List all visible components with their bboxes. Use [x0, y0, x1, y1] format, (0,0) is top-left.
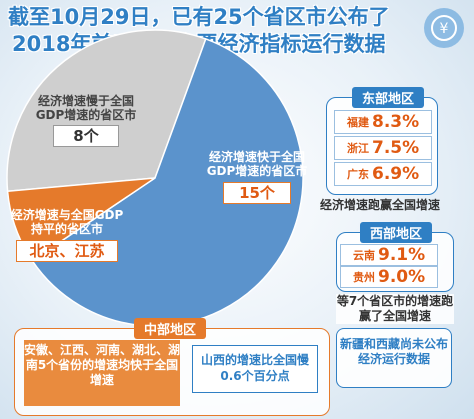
east-tag: 东部地区	[352, 87, 425, 108]
title-line-1: 截至10月29日，已有25个省区市公布了	[8, 5, 390, 29]
slice-label-faster: 经济增速快于全国GDP增速的省区市	[206, 150, 308, 178]
callout-equal: 经济增速与全国GDP持平的省区市 北京、江苏	[8, 208, 126, 262]
callout-faster: 经济增速快于全国GDP增速的省区市 15个	[198, 150, 316, 204]
east-item: 福建 8.3%	[334, 110, 432, 134]
west-item: 云南 9.1%	[340, 244, 438, 266]
svg-text:¥: ¥	[440, 21, 449, 37]
west-tag: 西部地区	[360, 222, 433, 243]
central-slower-note: 山西的增速比全国慢0.6个百分点	[192, 345, 318, 393]
province-value: 6.9%	[372, 164, 420, 184]
province-value: 9.0%	[378, 267, 426, 287]
west-item: 贵州 9.0%	[340, 266, 438, 288]
central-faster-note: 安徽、江西、河南、湖北、湖南5个省份的增速均快于全国增速	[24, 340, 180, 406]
central-tag: 中部地区	[134, 318, 207, 339]
xinjiang-tibet-note: 新疆和西藏尚未公布经济运行数据	[336, 328, 452, 388]
province-value: 8.3%	[372, 112, 420, 132]
slice-value-faster: 15个	[223, 182, 291, 204]
east-item: 广东 6.9%	[334, 162, 432, 186]
province-name: 福建	[347, 116, 369, 129]
callout-slower: 经济增速慢于全国GDP增速的省区市 8个	[28, 94, 144, 147]
slice-label-slower: 经济增速慢于全国GDP增速的省区市	[35, 94, 137, 122]
slice-value-slower: 8个	[53, 125, 119, 147]
province-name: 贵州	[353, 271, 375, 284]
province-value: 7.5%	[372, 138, 420, 158]
province-name: 云南	[353, 249, 375, 262]
east-item: 浙江 7.5%	[334, 136, 432, 160]
east-note: 经济增速跑赢全国增速	[320, 198, 441, 212]
pie-slice-slower	[6, 29, 207, 193]
west-note: 等7个省区市的增速跑赢了全国增速	[336, 294, 454, 324]
slice-value-equal: 北京、江苏	[16, 240, 118, 262]
province-value: 9.1%	[378, 245, 426, 265]
money-bag-icon: ¥	[424, 8, 464, 48]
slice-label-equal: 经济增速与全国GDP持平的省区市	[10, 208, 124, 236]
province-name: 广东	[347, 168, 369, 181]
province-name: 浙江	[347, 142, 369, 155]
